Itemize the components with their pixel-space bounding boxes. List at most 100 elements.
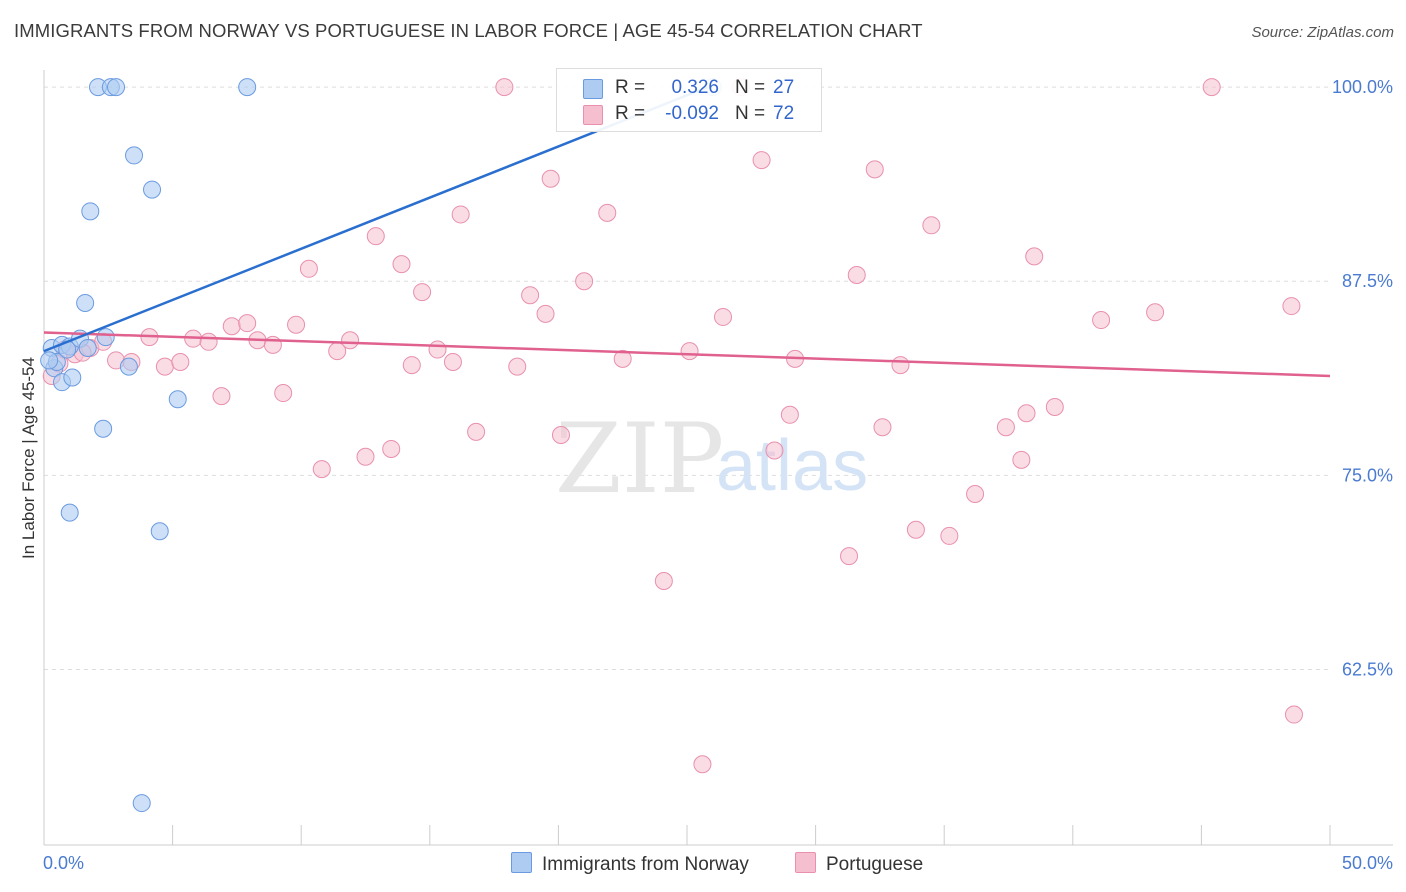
portuguese-point <box>402 356 421 375</box>
portuguese-point <box>495 78 514 97</box>
portuguese-point <box>428 340 447 359</box>
portuguese-point <box>693 755 712 774</box>
norway-point <box>76 293 95 312</box>
portuguese-point <box>680 342 699 361</box>
portuguese-point <box>840 547 859 566</box>
chart-title: IMMIGRANTS FROM NORWAY VS PORTUGUESE IN … <box>14 20 923 41</box>
y-tick-label: 75.0% <box>1342 465 1393 485</box>
portuguese-point <box>891 356 910 375</box>
y-axis-label: In Labor Force | Age 45-54 <box>19 357 38 559</box>
portuguese-point <box>654 571 673 590</box>
y-tick-label: 62.5% <box>1342 659 1393 679</box>
portuguese-point <box>765 441 784 460</box>
legend-row-norway: R = 0.326 N = 27 <box>557 75 821 101</box>
x-tick-label: 0.0% <box>43 853 84 873</box>
norway-legend-label: Immigrants from Norway <box>542 854 749 875</box>
norway-point <box>107 78 126 97</box>
portuguese-point <box>996 418 1015 437</box>
portuguese-point <box>1284 705 1303 724</box>
portuguese-point <box>382 439 401 458</box>
portuguese-point <box>714 307 733 326</box>
portuguese-point <box>212 387 231 406</box>
portuguese-point <box>392 255 411 274</box>
axis-labels: 62.5% 75.0% 87.5% 100.0% 0.0% 50.0% In Labor F… <box>19 77 1393 873</box>
norway-point <box>119 357 138 376</box>
n-label: N = <box>735 77 766 98</box>
portuguese-point <box>966 484 985 503</box>
n-value: 27 <box>773 77 795 98</box>
norway-point <box>40 351 59 370</box>
r-label: R = <box>615 103 646 124</box>
portuguese-point <box>1092 311 1111 330</box>
portuguese-trend-line <box>43 331 1331 378</box>
axes <box>43 70 1393 846</box>
portuguese-legend-swatch <box>795 852 816 873</box>
portuguese-point <box>865 160 884 179</box>
portuguese-point <box>906 520 925 539</box>
portuguese-point <box>299 259 318 278</box>
portuguese-point <box>847 266 866 285</box>
portuguese-point <box>451 205 470 224</box>
portuguese-point <box>1025 247 1044 266</box>
watermark-atlas: atlas <box>716 426 868 506</box>
n-label: N = <box>735 103 766 124</box>
norway-point <box>96 328 115 347</box>
portuguese-point <box>575 272 594 291</box>
portuguese-point <box>940 526 959 545</box>
portuguese-point <box>287 315 306 334</box>
legend-row-portuguese: R = -0.092 N = 72 <box>557 101 821 127</box>
portuguese-point <box>1202 78 1221 97</box>
portuguese-point <box>613 349 632 368</box>
portuguese-point <box>1282 297 1301 316</box>
portuguese-point <box>238 314 257 333</box>
portuguese-point <box>1012 450 1031 469</box>
portuguese-legend-label: Portuguese <box>826 854 924 875</box>
portuguese-point <box>873 418 892 437</box>
portuguese-point <box>508 357 527 376</box>
portuguese-point <box>541 169 560 188</box>
portuguese-point <box>1045 398 1064 417</box>
portuguese-point <box>521 286 540 305</box>
norway-point <box>238 78 257 97</box>
portuguese-point <box>443 352 462 371</box>
norway-point <box>125 146 144 165</box>
portuguese-point <box>356 447 375 466</box>
portuguese-point <box>551 425 570 444</box>
x-tick-label: 50.0% <box>1342 853 1393 873</box>
norway-point <box>94 419 113 438</box>
portuguese-point <box>780 405 799 424</box>
y-tick-label: 87.5% <box>1342 271 1393 291</box>
norway-legend-swatch <box>511 852 532 873</box>
norway-swatch <box>583 79 603 99</box>
watermark: ZIP atlas <box>555 403 868 515</box>
norway-point <box>143 180 162 199</box>
portuguese-point <box>155 357 174 376</box>
y-tick-label: 100.0% <box>1332 77 1393 97</box>
r-value: 0.326 <box>671 77 719 98</box>
portuguese-point <box>222 317 241 336</box>
norway-point <box>63 368 82 387</box>
portuguese-point <box>467 422 486 441</box>
norway-point <box>81 202 100 221</box>
source-credit: Source: ZipAtlas.com <box>1251 24 1394 41</box>
correlation-legend: R = 0.326 N = 27 R = -0.092 N = 72 <box>556 68 822 132</box>
portuguese-point <box>341 331 360 350</box>
portuguese-point <box>312 460 331 479</box>
norway-point <box>150 522 169 541</box>
portuguese-point <box>171 352 190 371</box>
bottom-legend-portuguese: Portuguese <box>795 852 923 876</box>
n-value: 72 <box>773 103 795 124</box>
norway-point <box>132 794 151 813</box>
portuguese-point <box>1017 404 1036 423</box>
watermark-zip: ZIP <box>555 403 724 515</box>
portuguese-point <box>598 203 617 222</box>
r-label: R = <box>615 77 646 98</box>
portuguese-swatch <box>583 105 603 125</box>
norway-point <box>60 503 79 522</box>
portuguese-point <box>199 332 218 351</box>
bottom-legend-norway: Immigrants from Norway <box>511 852 749 876</box>
norway-point <box>168 390 187 409</box>
portuguese-point <box>274 384 293 403</box>
portuguese-point <box>922 216 941 235</box>
